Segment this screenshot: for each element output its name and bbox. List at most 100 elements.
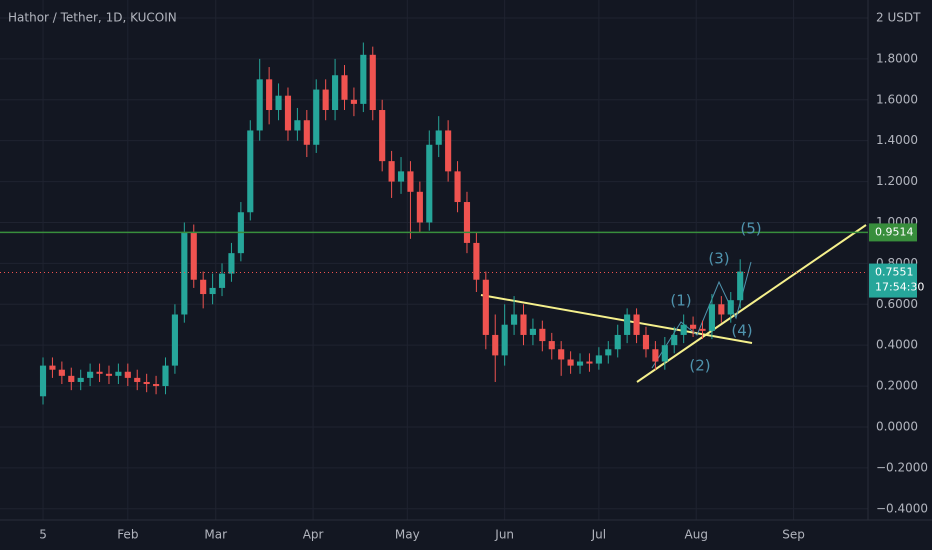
candle-body — [350, 99, 357, 104]
candle-body — [247, 130, 254, 213]
candle-body — [586, 361, 593, 364]
y-tick-label: −0.2000 — [876, 460, 928, 474]
candle-body — [77, 377, 84, 382]
y-tick-label: 1.4000 — [876, 133, 918, 147]
candle-body — [181, 232, 188, 315]
candle-body — [482, 279, 489, 335]
candle-body — [115, 371, 122, 376]
level-price-label: 0.9514 — [875, 225, 914, 238]
candle-body — [671, 334, 678, 346]
wave-label: (5) — [740, 220, 761, 238]
candle-body — [266, 79, 273, 111]
candle-body — [614, 334, 621, 350]
grid — [0, 0, 868, 520]
candle-body — [520, 314, 527, 335]
level-price-label-bg — [869, 223, 917, 242]
last-price-label-bg — [869, 263, 917, 298]
x-tick-label: Aug — [685, 528, 708, 542]
candle-body — [313, 89, 320, 145]
candle-body — [200, 279, 207, 295]
candle-body — [153, 384, 160, 387]
candle-body — [39, 365, 47, 397]
candle-body — [294, 120, 301, 131]
candle-body — [275, 95, 282, 111]
y-tick-label: 2 USDT — [876, 10, 921, 24]
x-tick-label: Jun — [494, 528, 514, 542]
candle-body — [567, 359, 574, 366]
x-tick-label: Feb — [117, 528, 138, 542]
candle-body — [652, 349, 659, 362]
candle-body — [576, 361, 584, 366]
wave-label: (2) — [689, 357, 710, 375]
candle-body — [96, 371, 103, 374]
candle-body — [737, 271, 744, 301]
candle-body — [558, 349, 565, 360]
candle-body — [727, 300, 734, 315]
y-tick-label: 0.6000 — [876, 297, 918, 311]
candle-body — [360, 54, 367, 104]
candle-body — [492, 334, 499, 356]
candle-body — [416, 191, 423, 223]
y-tick-label: 0.2000 — [876, 379, 918, 393]
last-price-label: 0.7551 — [875, 266, 914, 279]
candle-body — [134, 377, 141, 382]
wave-label: (3) — [708, 250, 729, 268]
candle-body — [341, 75, 348, 100]
candle-body — [511, 314, 518, 325]
candle-body — [454, 171, 461, 203]
candle-body — [228, 253, 235, 274]
x-tick-label: Apr — [303, 528, 324, 542]
candle-body — [322, 89, 329, 111]
candle-body — [473, 242, 480, 280]
candle-body — [595, 355, 602, 364]
candle-body — [661, 345, 668, 362]
wave-path — [651, 261, 752, 369]
candle-body — [68, 375, 75, 382]
candle-body — [605, 349, 612, 356]
candle-body — [624, 314, 631, 335]
trendline — [636, 224, 867, 383]
candle-body — [633, 314, 640, 335]
candle-body — [379, 110, 386, 162]
candle-body — [501, 324, 508, 356]
candle-body — [426, 144, 433, 223]
candle-body — [642, 334, 650, 350]
candle-body — [463, 202, 471, 243]
candle-body — [718, 304, 725, 315]
candle-body — [171, 314, 178, 366]
wave-label: (4) — [731, 322, 752, 340]
candle-body — [124, 371, 131, 378]
candle-body — [435, 130, 442, 145]
y-tick-label: 1.6000 — [876, 92, 918, 106]
y-tick-label: 0.4000 — [876, 338, 918, 352]
plot — [39, 42, 867, 405]
candle-body — [87, 371, 94, 378]
candle-body — [284, 95, 292, 131]
candle-body — [369, 54, 376, 111]
x-tick-label: May — [395, 528, 420, 542]
candle-body — [407, 171, 414, 192]
candle-body — [303, 120, 310, 145]
candle-body — [397, 171, 405, 182]
y-tick-label: −0.4000 — [876, 501, 928, 515]
candle-body — [218, 273, 226, 288]
candle-body — [209, 287, 216, 295]
y-tick-label: 0.0000 — [876, 419, 918, 433]
candle-body — [256, 79, 263, 131]
x-tick-label: 5 — [39, 528, 47, 542]
countdown: 17:54:30 — [875, 281, 924, 294]
candle-body — [699, 328, 706, 331]
x-tick-label: Sep — [782, 528, 805, 542]
candle-body — [708, 304, 715, 331]
candle-body — [332, 75, 339, 111]
candle-body — [143, 381, 150, 385]
x-tick-label: Jul — [591, 528, 606, 542]
candle-body — [548, 341, 555, 350]
candle-body — [388, 161, 395, 182]
chart-title: Hathor / Tether, 1D, KUCOIN — [8, 11, 177, 25]
candle-body — [105, 373, 113, 376]
candle-body — [690, 324, 697, 329]
y-tick-label: 1.2000 — [876, 174, 918, 188]
